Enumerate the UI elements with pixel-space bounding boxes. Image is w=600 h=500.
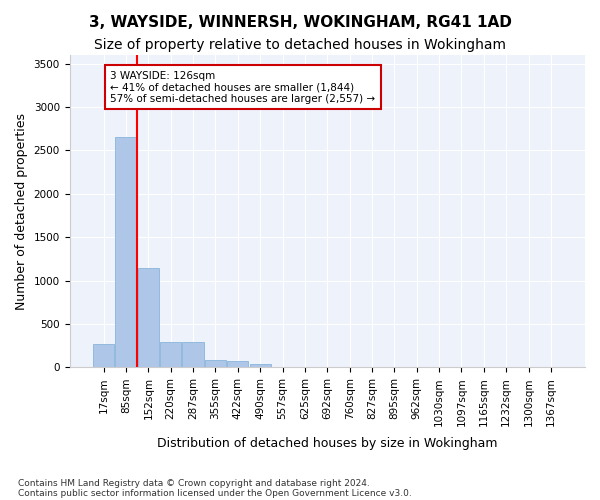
Bar	[227, 362, 248, 368]
Y-axis label: Number of detached properties: Number of detached properties	[15, 112, 28, 310]
Text: Size of property relative to detached houses in Wokingham: Size of property relative to detached ho…	[94, 38, 506, 52]
Bar	[115, 138, 137, 368]
Bar	[250, 364, 271, 368]
Bar	[205, 360, 226, 368]
Bar	[182, 342, 203, 367]
Text: 3, WAYSIDE, WINNERSH, WOKINGHAM, RG41 1AD: 3, WAYSIDE, WINNERSH, WOKINGHAM, RG41 1A…	[89, 15, 511, 30]
Text: 3 WAYSIDE: 126sqm
← 41% of detached houses are smaller (1,844)
57% of semi-detac: 3 WAYSIDE: 126sqm ← 41% of detached hous…	[110, 70, 376, 104]
Text: Contains HM Land Registry data © Crown copyright and database right 2024.: Contains HM Land Registry data © Crown c…	[18, 478, 370, 488]
X-axis label: Distribution of detached houses by size in Wokingham: Distribution of detached houses by size …	[157, 437, 497, 450]
Bar	[160, 342, 181, 367]
Bar	[93, 344, 114, 368]
Text: Contains public sector information licensed under the Open Government Licence v3: Contains public sector information licen…	[18, 488, 412, 498]
Bar	[137, 268, 159, 368]
